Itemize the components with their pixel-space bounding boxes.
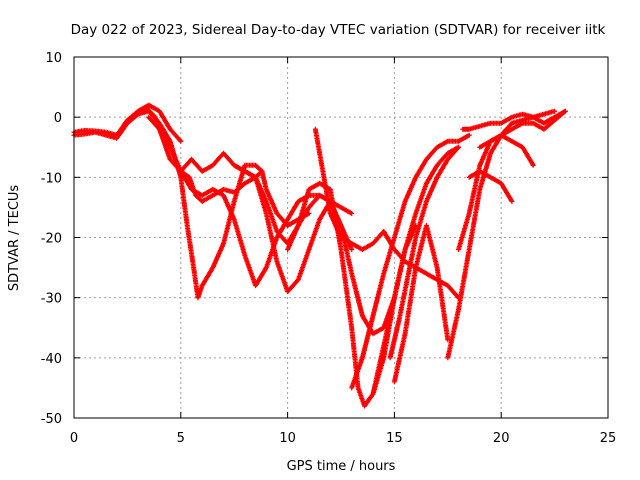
y-tick-label: -30 — [41, 292, 62, 307]
x-tick-label: 5 — [177, 431, 185, 446]
y-tick-label: -10 — [41, 171, 62, 186]
x-tick-label: 20 — [493, 431, 510, 446]
series-markers — [466, 168, 515, 204]
data-series — [146, 114, 355, 289]
data-series — [349, 132, 472, 391]
y-axis-label: SDTVAR / TECUs — [7, 185, 22, 292]
series-markers — [146, 114, 355, 289]
y-tick-label: 10 — [45, 51, 62, 66]
y-tick-label: -40 — [41, 352, 62, 367]
x-tick-label: 25 — [600, 431, 617, 446]
axis-ticks: 0 5 10 15 20 25 10 0 -10 -20 -30 -40 -50 — [41, 51, 617, 446]
x-tick-label: 10 — [279, 431, 296, 446]
y-tick-label: 0 — [54, 111, 62, 126]
y-tick-label: -50 — [41, 412, 62, 427]
series-markers — [391, 223, 451, 385]
y-tick-label: -20 — [41, 232, 62, 247]
data-series — [391, 223, 451, 385]
x-tick-label: 0 — [70, 431, 78, 446]
x-tick-label: 15 — [386, 431, 403, 446]
data-series — [466, 168, 515, 204]
series-markers — [387, 144, 461, 361]
series-markers — [370, 144, 461, 397]
series-markers — [460, 108, 568, 132]
x-axis-label: GPS time / hours — [287, 459, 396, 474]
data-points — [71, 102, 568, 409]
series-markers — [349, 132, 472, 391]
series-markers — [477, 108, 568, 150]
data-series — [477, 108, 568, 150]
data-series — [387, 144, 461, 361]
chart-title: Day 022 of 2023, Sidereal Day-to-day VTE… — [71, 22, 606, 38]
data-series — [370, 144, 461, 397]
data-series — [460, 108, 568, 132]
